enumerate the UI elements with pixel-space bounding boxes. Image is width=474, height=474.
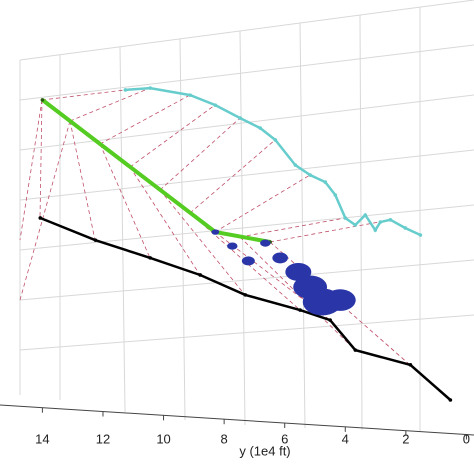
x-tick-label: 6	[281, 431, 288, 446]
x-tick-label: 12	[96, 431, 110, 446]
bubble	[272, 252, 288, 264]
series-point	[148, 86, 153, 90]
series-point	[408, 363, 413, 367]
series-point	[40, 98, 45, 102]
series-point	[363, 213, 368, 217]
series-point	[388, 218, 393, 222]
series-point	[148, 256, 153, 260]
x-tick-label: 0	[463, 431, 470, 446]
series-point	[293, 163, 298, 167]
series-point	[373, 228, 378, 232]
series-point	[308, 173, 312, 177]
series-point	[213, 103, 218, 107]
series-point	[353, 348, 358, 352]
x-axis-label: y (1e4 ft)	[239, 443, 290, 458]
series-point	[238, 116, 242, 120]
series-point	[243, 293, 248, 297]
series-line	[125, 86, 421, 237]
series-point	[93, 238, 98, 242]
series-point	[378, 220, 383, 224]
bubble	[260, 239, 271, 247]
x-tick-label: 2	[402, 431, 409, 446]
series-point	[418, 233, 423, 237]
bubble	[241, 256, 255, 266]
series-point	[333, 193, 338, 197]
series-point	[353, 223, 358, 227]
series-line	[39, 216, 452, 401]
series-point	[273, 138, 278, 142]
x-tick-label: 4	[342, 431, 349, 446]
series-point	[298, 308, 302, 312]
series-point	[343, 216, 348, 220]
x-tick-label: 8	[221, 431, 228, 446]
series-point	[403, 226, 408, 230]
series-line	[41, 98, 271, 244]
series-point	[198, 273, 203, 277]
bubble	[324, 289, 356, 311]
series-point	[188, 93, 193, 97]
bubble	[227, 242, 238, 250]
series-point	[328, 318, 332, 322]
bubble	[211, 229, 220, 235]
series-point	[38, 216, 43, 220]
series-point	[258, 126, 262, 130]
x-tick-label: 14	[35, 431, 49, 446]
series-point	[323, 180, 328, 184]
x-tick-label: 10	[156, 431, 170, 446]
box-grid	[0, 0, 474, 436]
series-point	[448, 398, 453, 402]
series-point	[123, 88, 128, 92]
